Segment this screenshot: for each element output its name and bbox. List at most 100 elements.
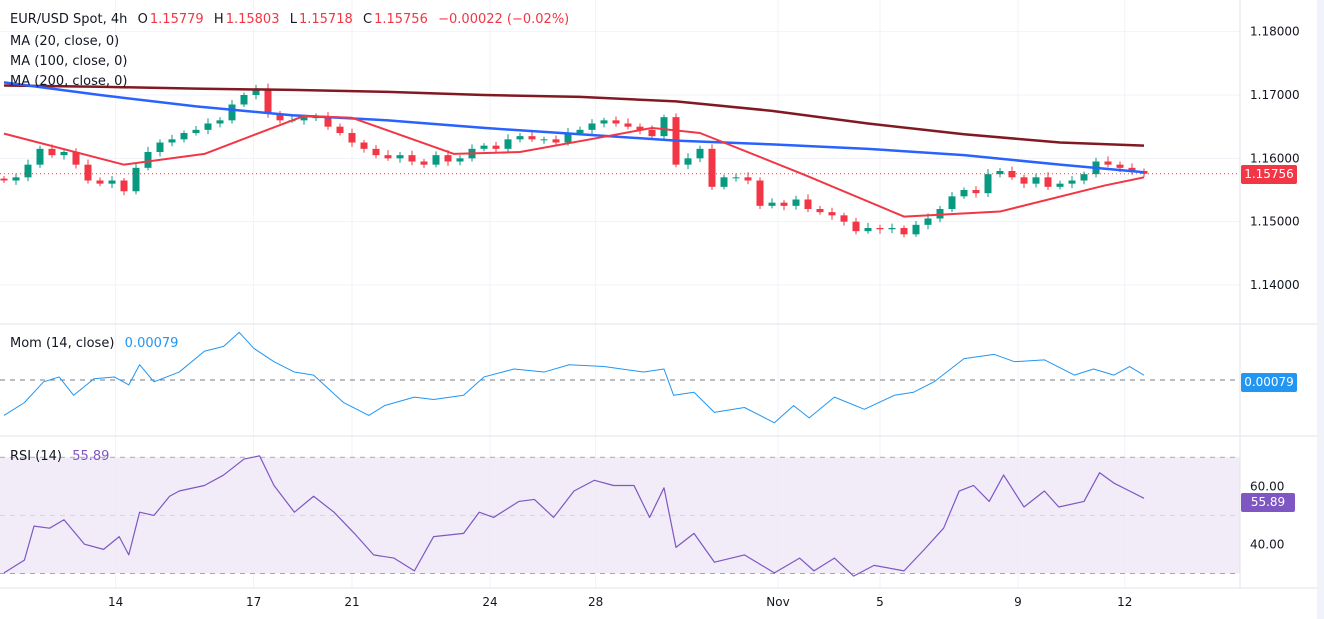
mom-legend[interactable]: Mom (14, close) 0.00079	[10, 334, 180, 354]
candle-up	[132, 167, 140, 192]
price-tick-label: 1.18000	[1250, 25, 1300, 39]
candle-down	[444, 155, 452, 162]
candle-down	[492, 145, 500, 149]
candle-up	[60, 152, 68, 156]
candle-up	[24, 164, 32, 178]
candle-up	[156, 142, 164, 152]
candle-up	[792, 199, 800, 206]
date-tick-label: 17	[246, 595, 261, 609]
ma100-legend[interactable]: MA (100, close, 0)	[10, 54, 128, 69]
candle-up	[108, 180, 116, 184]
candles	[0, 83, 1148, 238]
candle-down	[972, 190, 980, 194]
candle-up	[1056, 183, 1064, 187]
price-tick-label: 1.15000	[1250, 215, 1300, 229]
candle-down	[804, 199, 812, 209]
candle-up	[1032, 177, 1040, 184]
candle-down	[780, 202, 788, 206]
last-price-badge: 1.15756	[1241, 165, 1297, 184]
candle-down	[84, 164, 92, 181]
price-tick-label: 1.16000	[1250, 151, 1300, 165]
ma20-legend[interactable]: MA (20, close, 0)	[10, 34, 120, 49]
change-value: −0.00022 (−0.02%)	[438, 12, 570, 27]
candle-down	[96, 180, 104, 184]
candle-up	[180, 133, 188, 140]
date-tick-label: 9	[1014, 595, 1022, 609]
candle-down	[648, 129, 656, 137]
mom-label: Mom (14, close)	[10, 336, 115, 351]
candle-up	[864, 228, 872, 232]
rsi-line	[3, 455, 1145, 577]
candle-up	[216, 120, 224, 124]
candle-down	[1128, 167, 1136, 171]
candle-up	[168, 139, 176, 143]
candle-up	[768, 202, 776, 206]
candle-down	[528, 136, 536, 140]
candle-up	[984, 174, 992, 194]
candle-up	[1080, 174, 1088, 181]
candle-down	[408, 155, 416, 162]
candle-down	[324, 117, 332, 127]
rsi-value: 55.89	[72, 449, 110, 464]
candle-up	[924, 218, 932, 225]
candle-down	[384, 155, 392, 159]
candle-up	[540, 139, 548, 141]
candle-down	[876, 228, 884, 230]
scrollbar	[1317, 0, 1324, 619]
candle-down	[48, 148, 56, 156]
candle-down	[756, 180, 764, 206]
indicator-lines	[0, 81, 1240, 577]
candle-up	[240, 95, 248, 105]
rsi-band	[0, 457, 1240, 574]
open-label: O	[137, 12, 148, 27]
ma200-line	[3, 84, 1145, 147]
rsi-last-badge: 55.89	[1241, 493, 1295, 512]
candle-up	[12, 177, 20, 181]
candle-up	[720, 177, 728, 187]
candle-down	[900, 228, 908, 235]
date-tick-label: 14	[108, 595, 123, 609]
rsi-tick-label: 40.00	[1250, 537, 1284, 551]
candle-up	[504, 139, 512, 149]
candle-up	[912, 224, 920, 235]
candle-up	[432, 155, 440, 165]
candle-up	[1068, 180, 1076, 184]
candle-down	[1116, 164, 1124, 168]
candle-up	[456, 158, 464, 162]
date-tick-label: 21	[344, 595, 359, 609]
symbol-legend: EUR/USD Spot, 4h O 1.15779 H 1.15803 L 1.15…	[10, 10, 571, 30]
candle-down	[1104, 161, 1112, 165]
candle-up	[192, 129, 200, 133]
ma100-line	[3, 81, 1145, 174]
candle-down	[336, 126, 344, 133]
candle-up	[36, 148, 44, 165]
candle-down	[828, 212, 836, 216]
candle-up	[684, 158, 692, 165]
date-tick-label: 12	[1117, 595, 1132, 609]
date-tick-label: 28	[588, 595, 603, 609]
candle-down	[264, 88, 272, 114]
candle-up	[888, 228, 896, 230]
date-tick-label: Nov	[766, 595, 789, 609]
candle-down	[348, 133, 356, 143]
candle-down	[0, 178, 8, 181]
candle-down	[360, 142, 368, 149]
candle-down	[276, 114, 284, 121]
symbol-title[interactable]: EUR/USD Spot, 4h	[10, 12, 128, 27]
rsi-tick-label: 60.00	[1250, 479, 1284, 493]
low-value: 1.15718	[298, 12, 353, 27]
candle-down	[612, 120, 620, 124]
candle-down	[636, 126, 644, 130]
mom-value: 0.00079	[124, 336, 179, 351]
rsi-legend[interactable]: RSI (14) 55.89	[10, 447, 111, 467]
candle-up	[300, 117, 308, 121]
candle-down	[420, 161, 428, 165]
ma200-legend[interactable]: MA (200, close, 0)	[10, 74, 128, 89]
open-value: 1.15779	[149, 12, 204, 27]
mom-line	[3, 331, 1145, 424]
candle-up	[996, 171, 1004, 175]
candle-up	[396, 155, 404, 159]
candle-down	[816, 209, 824, 213]
